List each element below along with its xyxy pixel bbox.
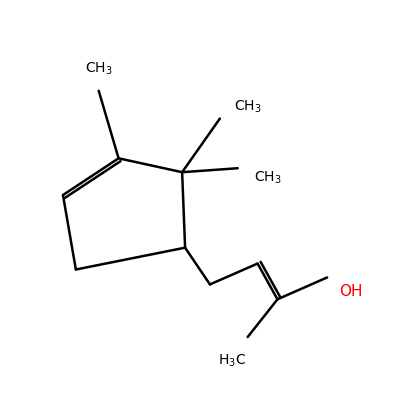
Text: CH$_3$: CH$_3$ [85,61,112,77]
Text: CH$_3$: CH$_3$ [234,98,262,115]
Text: OH: OH [339,284,363,299]
Text: CH$_3$: CH$_3$ [254,170,281,186]
Text: H$_3$C: H$_3$C [218,353,246,369]
